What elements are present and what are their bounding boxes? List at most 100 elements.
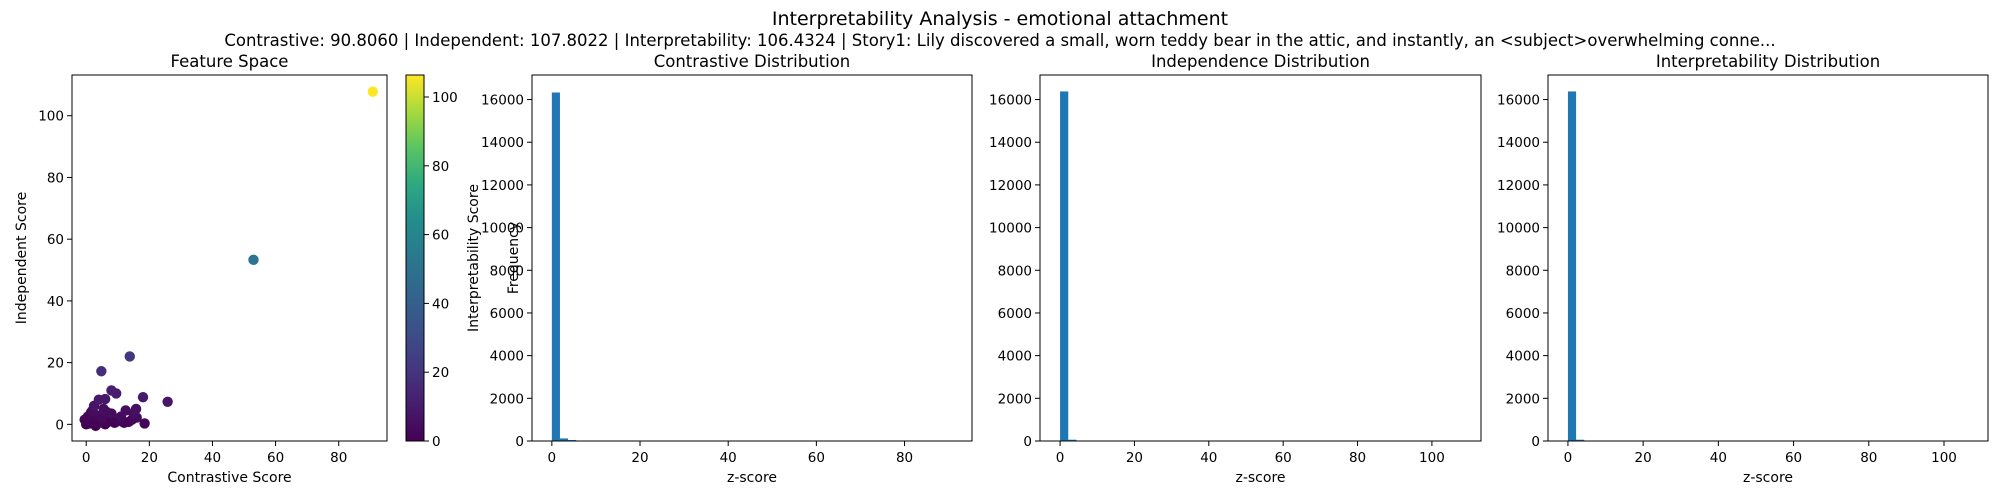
colorbar-tick-label: 0 xyxy=(432,434,441,450)
y-tick-label: 60 xyxy=(47,232,64,248)
subplot-title: Interpretability Distribution xyxy=(1656,52,1880,71)
colorbar-scale xyxy=(405,74,425,442)
y-tick-label: 6000 xyxy=(1506,306,1540,322)
axes-frame xyxy=(1039,74,1482,442)
x-tick-label: 60 xyxy=(1275,450,1292,466)
x-tick-label: 40 xyxy=(204,450,221,466)
x-tick-label: 80 xyxy=(896,450,913,466)
scatter-point xyxy=(248,254,259,266)
y-tick-label: 12000 xyxy=(1497,178,1540,194)
y-tick-label: 2000 xyxy=(490,391,524,407)
y-tick-label: 10000 xyxy=(1497,221,1540,237)
x-tick-label: 100 xyxy=(1419,450,1445,466)
y-tick-label: 0 xyxy=(515,434,524,450)
y-tick-label: 4000 xyxy=(998,349,1032,365)
histogram-bar xyxy=(551,92,560,441)
subplot-title: Contrastive Distribution xyxy=(654,52,851,71)
x-tick-label: 20 xyxy=(1126,450,1143,466)
y-tick-label: 16000 xyxy=(481,93,524,109)
y-tick-label: 8000 xyxy=(998,263,1032,279)
x-tick-label: 0 xyxy=(82,450,91,466)
colorbar-tick-label: 60 xyxy=(432,228,449,244)
subplot-title: Feature Space xyxy=(171,52,289,71)
y-tick-label: 100 xyxy=(38,109,64,125)
histogram-bar xyxy=(1060,91,1069,442)
x-tick-label: 0 xyxy=(548,450,557,466)
y-axis-label: Independent Score xyxy=(14,192,30,324)
axes-frame xyxy=(531,74,973,442)
x-axis-label: Contrastive Score xyxy=(167,470,291,486)
x-tick-label: 20 xyxy=(631,450,648,466)
x-tick-label: 80 xyxy=(1349,450,1366,466)
colorbar-tick-label: 20 xyxy=(432,365,449,381)
y-tick-label: 20 xyxy=(47,356,64,372)
x-tick-label: 40 xyxy=(1710,450,1727,466)
colorbar: 0 20 40 60 80 100 Interpretability Score xyxy=(405,74,482,450)
y-tick-label: 10000 xyxy=(481,221,524,237)
scatter-point xyxy=(139,418,150,429)
figure-subtitle: Contrastive: 90.8060 | Independent: 107.… xyxy=(224,31,1775,50)
y-tick-label: 12000 xyxy=(989,178,1032,194)
y-tick-label: 0 xyxy=(1531,434,1540,450)
y-tick-label: 2000 xyxy=(998,391,1032,407)
subplot-4: 0 20 40 60 80 100 0 2000 4000 6000 8000 10000 12000 1… xyxy=(1497,52,1989,486)
histogram-bar xyxy=(1567,91,1577,442)
y-tick-label: 0 xyxy=(1023,434,1032,450)
x-tick-label: 0 xyxy=(1056,450,1065,466)
y-axis-label: Frequency xyxy=(506,222,522,294)
y-tick-label: 40 xyxy=(47,294,64,310)
y-tick-label: 4000 xyxy=(490,349,524,365)
scatter-point xyxy=(120,405,131,416)
y-tick-label: 12000 xyxy=(481,178,524,194)
x-tick-label: 0 xyxy=(1564,450,1573,466)
x-tick-label: 60 xyxy=(267,450,284,466)
y-tick-label: 4000 xyxy=(1506,349,1540,365)
x-tick-label: 60 xyxy=(1785,450,1802,466)
y-tick-label: 6000 xyxy=(998,306,1032,322)
x-tick-label: 100 xyxy=(1931,450,1957,466)
subplot-title: Independence Distribution xyxy=(1151,52,1370,71)
histogram-bar xyxy=(1576,439,1585,441)
colorbar-tick-label: 100 xyxy=(432,90,458,106)
y-tick-label: 2000 xyxy=(1506,391,1540,407)
scatter-point xyxy=(124,351,135,362)
x-axis-label: z-score xyxy=(727,470,777,486)
scatter-point xyxy=(96,366,107,377)
scatter-point xyxy=(162,396,173,408)
y-tick-label: 16000 xyxy=(1497,93,1540,109)
histogram-bar xyxy=(559,438,569,441)
x-tick-label: 60 xyxy=(808,450,825,466)
y-tick-label: 14000 xyxy=(1497,135,1540,151)
x-axis-label: z-score xyxy=(1235,470,1285,486)
x-tick-label: 20 xyxy=(141,450,158,466)
y-tick-label: 14000 xyxy=(481,135,524,151)
y-tick-label: 6000 xyxy=(490,306,524,322)
scatter-point xyxy=(106,385,117,396)
axes-frame xyxy=(1547,74,1989,442)
x-tick-label: 80 xyxy=(330,450,347,466)
y-tick-label: 8000 xyxy=(1506,263,1540,279)
x-tick-label: 20 xyxy=(1635,450,1652,466)
x-tick-label: 80 xyxy=(1860,450,1877,466)
subplot-1: 0 20 40 60 80 0 20 40 60 80 100 Feature Space Contra… xyxy=(14,52,482,486)
colorbar-tick-label: 80 xyxy=(432,159,449,175)
subplot-2: 0 20 40 60 80 0 2000 4000 6000 8000 10000 12000 1400… xyxy=(481,52,973,486)
y-tick-label: 14000 xyxy=(989,135,1032,151)
scatter-point xyxy=(367,86,378,97)
x-axis-label: z-score xyxy=(1743,470,1793,486)
axes-frame xyxy=(71,74,388,442)
subplot-3: 0 20 40 60 80 100 0 2000 4000 6000 8000 10000 12000 1… xyxy=(989,52,1482,486)
scatter-point xyxy=(130,403,142,415)
y-tick-label: 80 xyxy=(47,170,64,186)
colorbar-label: Interpretability Score xyxy=(466,184,482,332)
y-tick-label: 8000 xyxy=(490,263,524,279)
figure-title: Interpretability Analysis - emotional at… xyxy=(772,8,1228,30)
scatter-point xyxy=(99,393,111,405)
scatter-point xyxy=(98,403,109,415)
colorbar-tick-label: 40 xyxy=(432,296,449,312)
histogram-bar xyxy=(1068,439,1077,441)
charts-area: 0 20 40 60 80 0 20 40 60 80 100 Feature Space Contra… xyxy=(14,52,1989,486)
scatter-point xyxy=(137,391,149,403)
x-tick-label: 40 xyxy=(720,450,737,466)
